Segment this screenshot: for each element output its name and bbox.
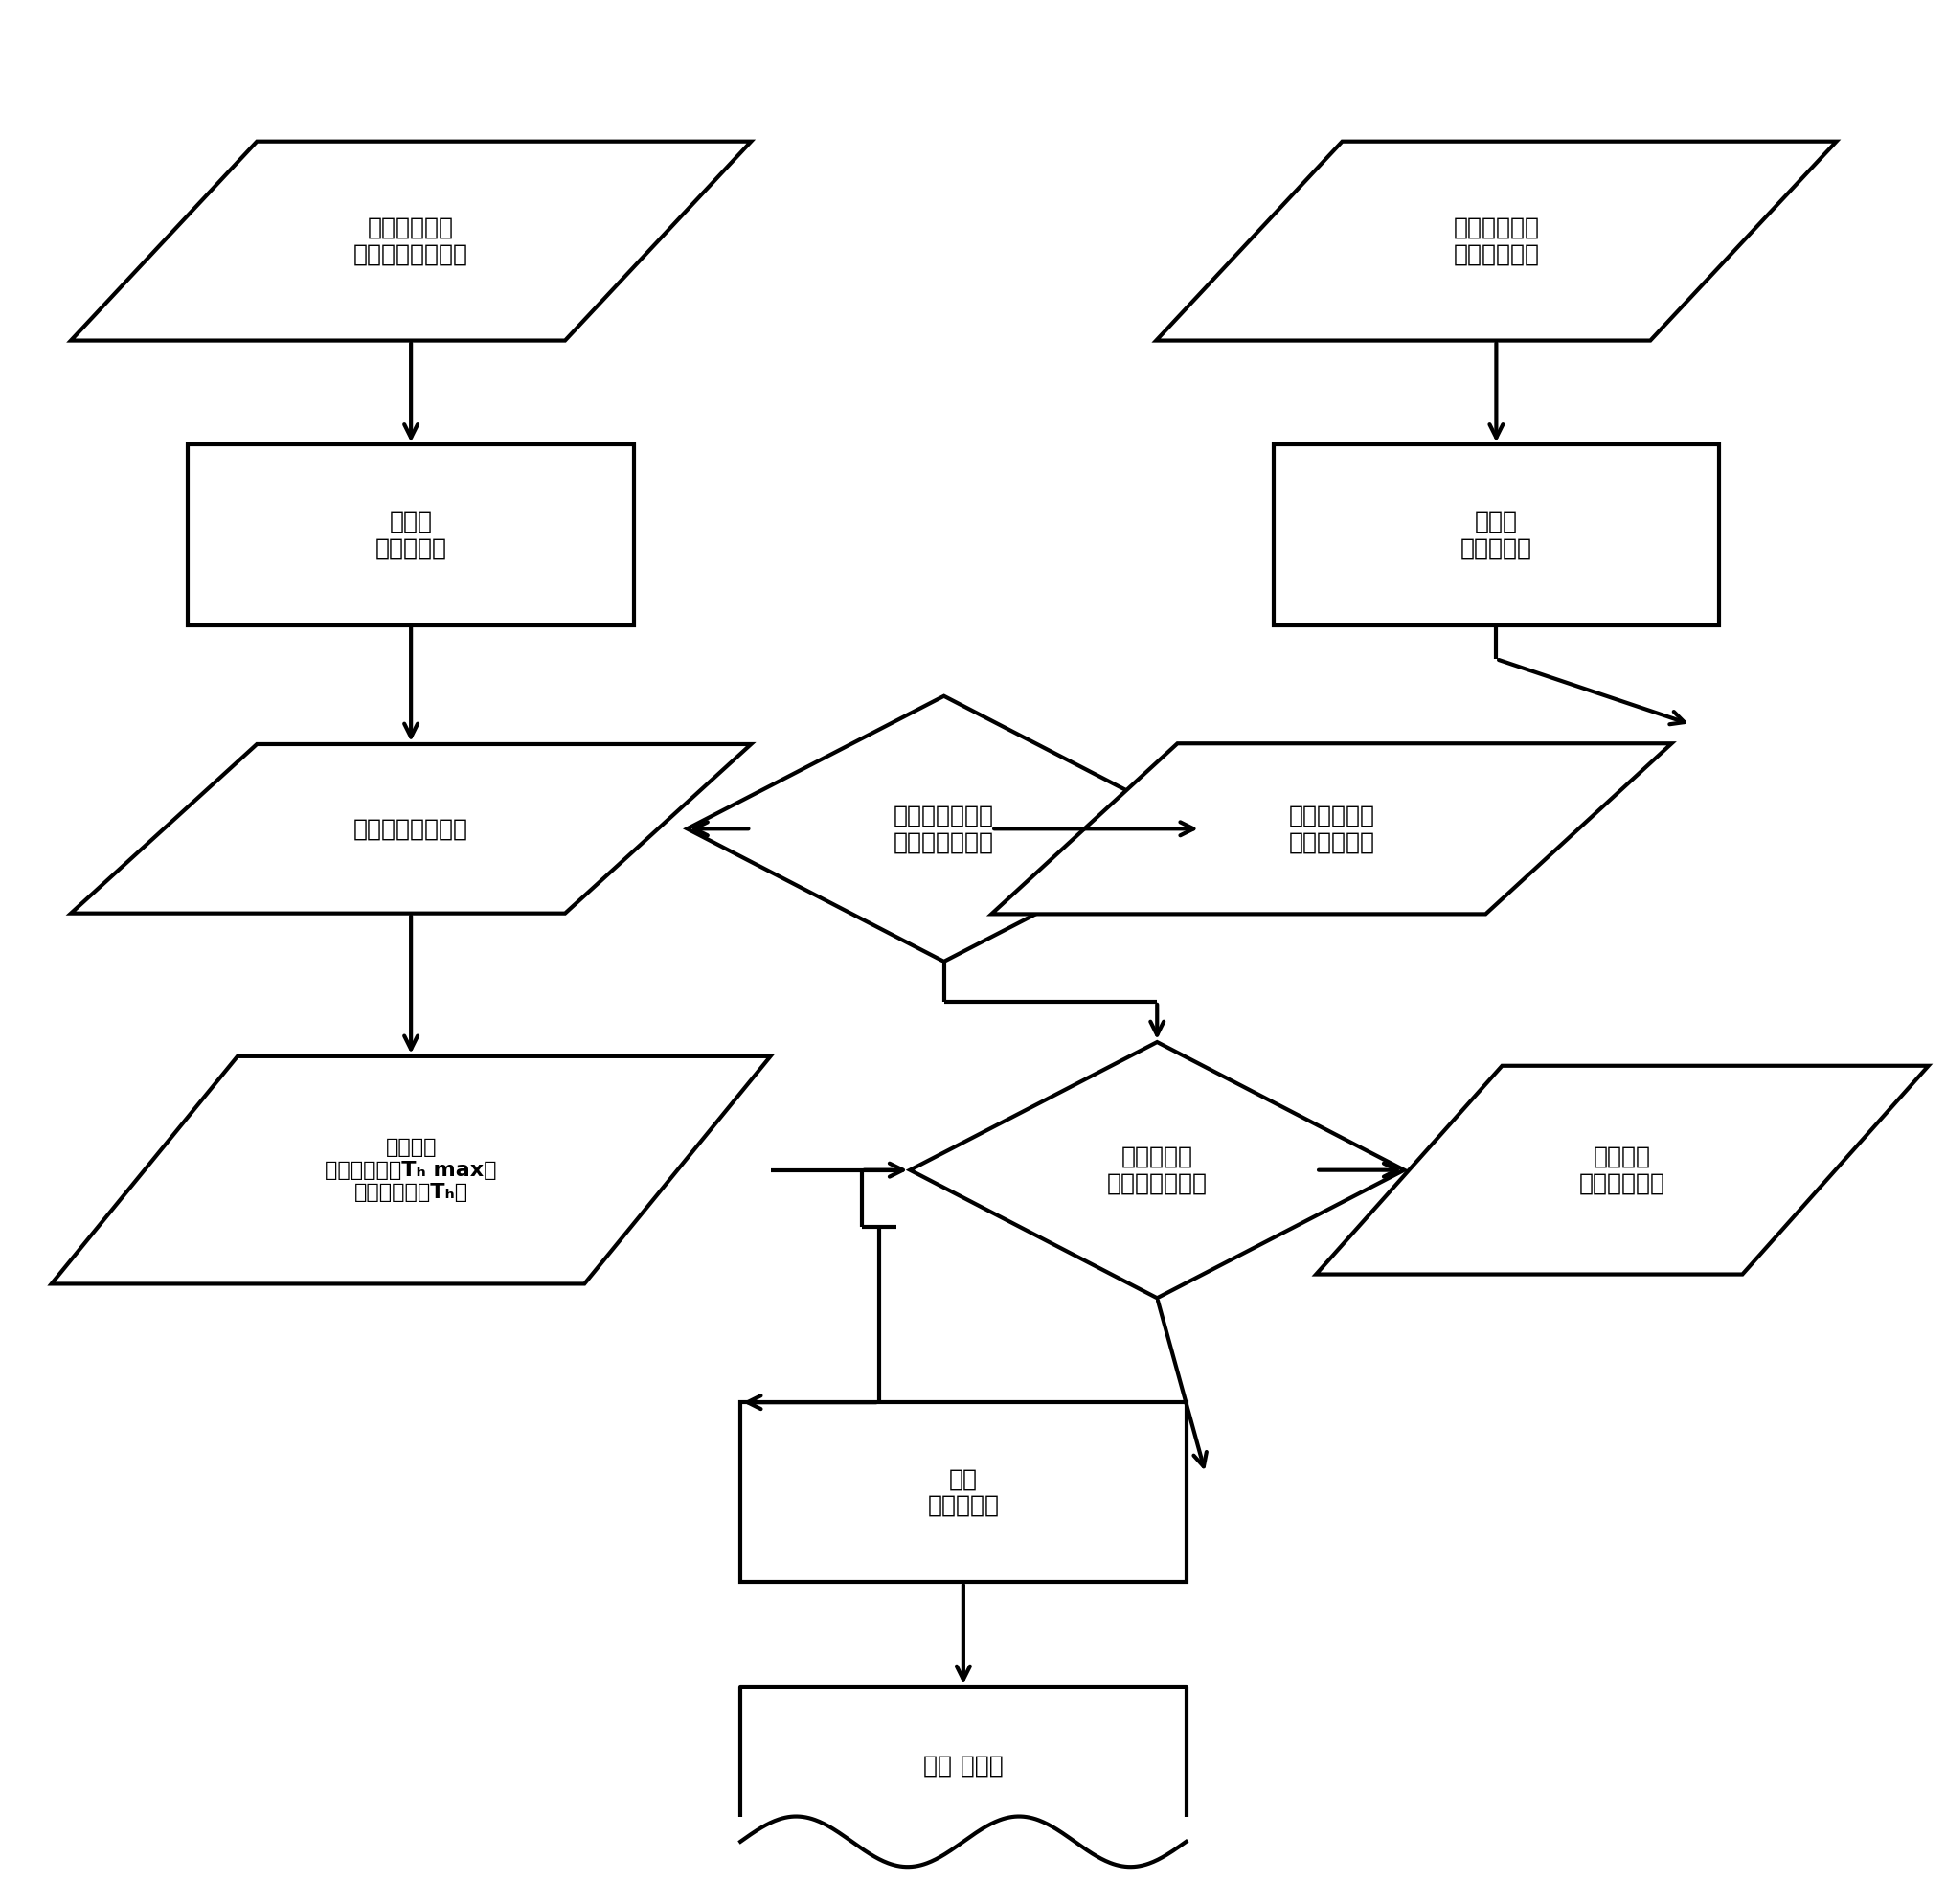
Polygon shape xyxy=(687,697,1201,962)
Polygon shape xyxy=(70,141,751,341)
Bar xyxy=(739,1403,1187,1582)
Polygon shape xyxy=(911,1041,1405,1299)
Text: 单气象站对象
网格法雷电日: 单气象站对象 网格法雷电日 xyxy=(1288,803,1374,853)
Text: 雷电定位系统
自动监测数据: 雷电定位系统 自动监测数据 xyxy=(1454,217,1539,267)
Text: 区域对象
网格法雷电日: 区域对象 网格法雷电日 xyxy=(1578,1144,1666,1196)
Polygon shape xyxy=(70,744,751,914)
Polygon shape xyxy=(991,743,1672,914)
Bar xyxy=(1273,446,1718,625)
Text: 单气象站对象的
两种雷电日比对: 单气象站对象的 两种雷电日比对 xyxy=(893,803,994,853)
Bar xyxy=(189,446,634,625)
Text: 人工气象站的
雷电原始记录资料: 人工气象站的 雷电原始记录资料 xyxy=(354,217,469,267)
Text: 网格法
雷电日统计: 网格法 雷电日统计 xyxy=(1460,510,1532,560)
Text: 单个气象站雷电日: 单个气象站雷电日 xyxy=(354,817,469,840)
Polygon shape xyxy=(51,1057,771,1283)
Text: 区域对象的
两种雷电日比对: 区域对象的 两种雷电日比对 xyxy=(1107,1144,1207,1196)
Text: 区域对象
最大雷电日（Tₕ max）
平均雷电日（Tₕ）: 区域对象 最大雷电日（Tₕ max） 平均雷电日（Tₕ） xyxy=(325,1139,496,1201)
Text: 确定
合适的网格: 确定 合适的网格 xyxy=(928,1468,998,1517)
Text: 输出 雷电日: 输出 雷电日 xyxy=(922,1754,1004,1778)
Text: 气象站
雷电日统计: 气象站 雷电日统计 xyxy=(376,510,448,560)
Polygon shape xyxy=(1315,1066,1928,1274)
Polygon shape xyxy=(1156,141,1837,341)
